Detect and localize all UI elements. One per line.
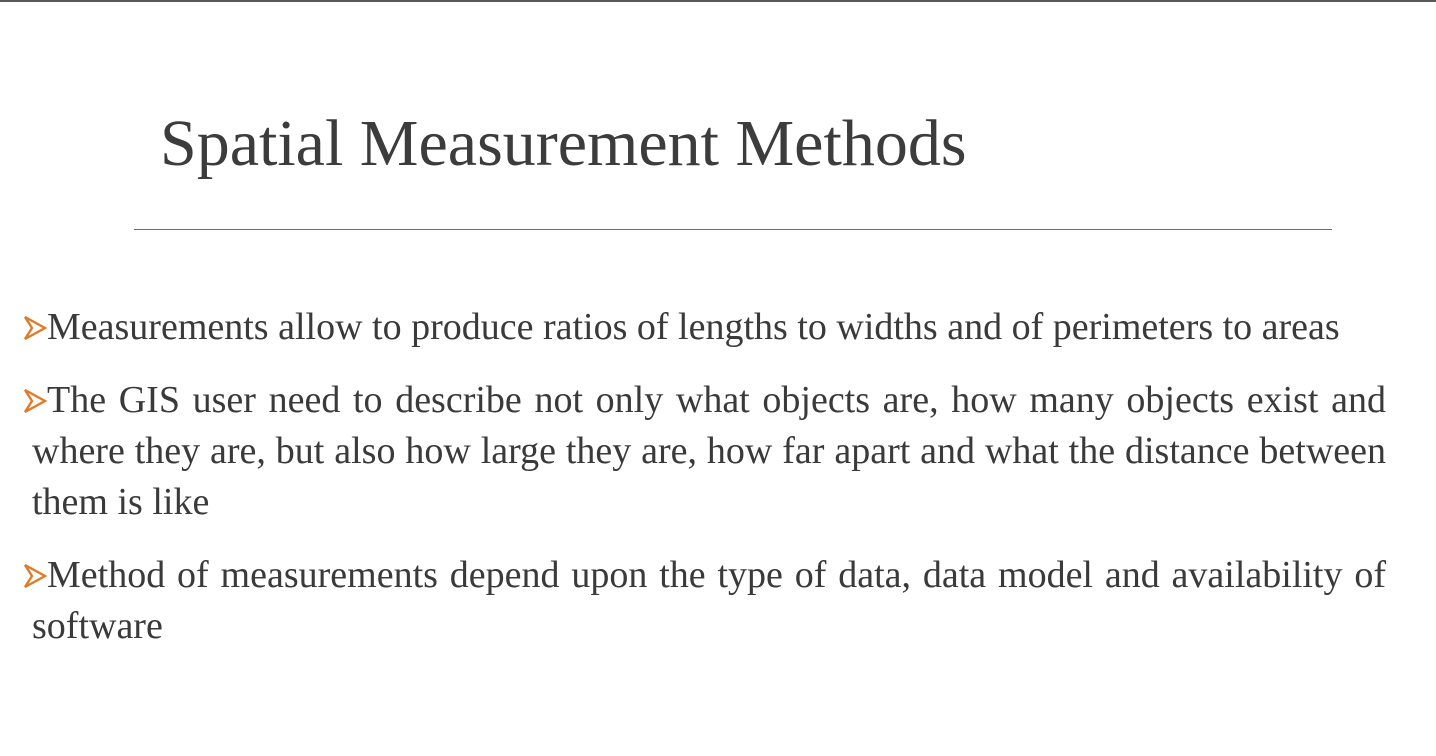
bullet-list: Measurements allow to produce ratios of …: [23, 302, 1386, 674]
slide-top-border: [0, 0, 1436, 2]
bullet-item: Method of measurements depend upon the t…: [23, 550, 1386, 652]
bullet-item: Measurements allow to produce ratios of …: [23, 302, 1386, 353]
bullet-text: The GIS user need to describe not only w…: [32, 379, 1386, 523]
bullet-text: Method of measurements depend upon the t…: [32, 554, 1386, 647]
arrowhead-bullet-icon: [23, 550, 47, 601]
bullet-text: Measurements allow to produce ratios of …: [47, 306, 1340, 348]
arrowhead-bullet-icon: [23, 302, 47, 353]
arrowhead-bullet-icon: [23, 375, 47, 426]
title-divider: [134, 229, 1332, 230]
bullet-item: The GIS user need to describe not only w…: [23, 375, 1386, 528]
slide-title: Spatial Measurement Methods: [160, 107, 967, 180]
